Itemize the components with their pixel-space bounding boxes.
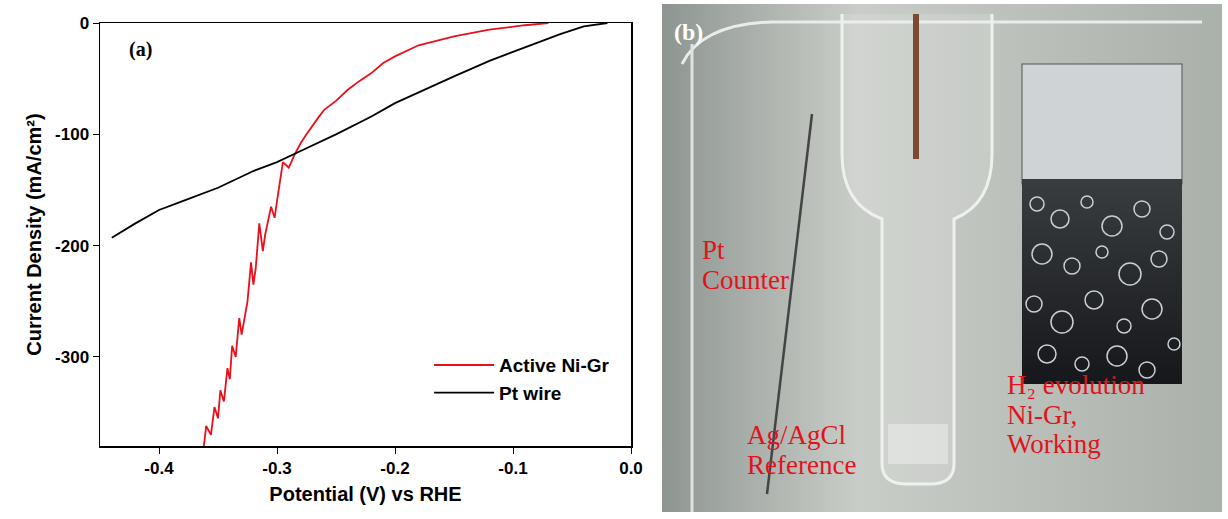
svg-text:Active Ni-Gr: Active Ni-Gr bbox=[499, 355, 609, 376]
svg-text:Pt wire: Pt wire bbox=[499, 383, 561, 404]
svg-text:-300: -300 bbox=[55, 348, 89, 367]
svg-text:-200: -200 bbox=[55, 237, 89, 256]
svg-text:(b): (b) bbox=[674, 19, 703, 45]
svg-text:0: 0 bbox=[80, 14, 89, 33]
svg-text:H₂ evolutionNi-Gr,Working: H₂ evolutionNi-Gr,Working bbox=[1007, 370, 1145, 459]
svg-text:(a): (a) bbox=[129, 38, 152, 61]
svg-text:Potential (V) vs RHE: Potential (V) vs RHE bbox=[269, 483, 461, 505]
svg-text:-100: -100 bbox=[55, 125, 89, 144]
svg-text:0.0: 0.0 bbox=[619, 459, 643, 478]
svg-text:-0.2: -0.2 bbox=[380, 459, 409, 478]
svg-text:Current Density (mA/cm²): Current Density (mA/cm²) bbox=[23, 113, 45, 355]
svg-text:-0.4: -0.4 bbox=[144, 459, 174, 478]
svg-text:PtCounter: PtCounter bbox=[702, 235, 789, 295]
svg-text:-0.3: -0.3 bbox=[262, 459, 291, 478]
svg-text:Ag/AgClReference: Ag/AgClReference bbox=[747, 420, 856, 480]
svg-text:-0.1: -0.1 bbox=[498, 459, 527, 478]
